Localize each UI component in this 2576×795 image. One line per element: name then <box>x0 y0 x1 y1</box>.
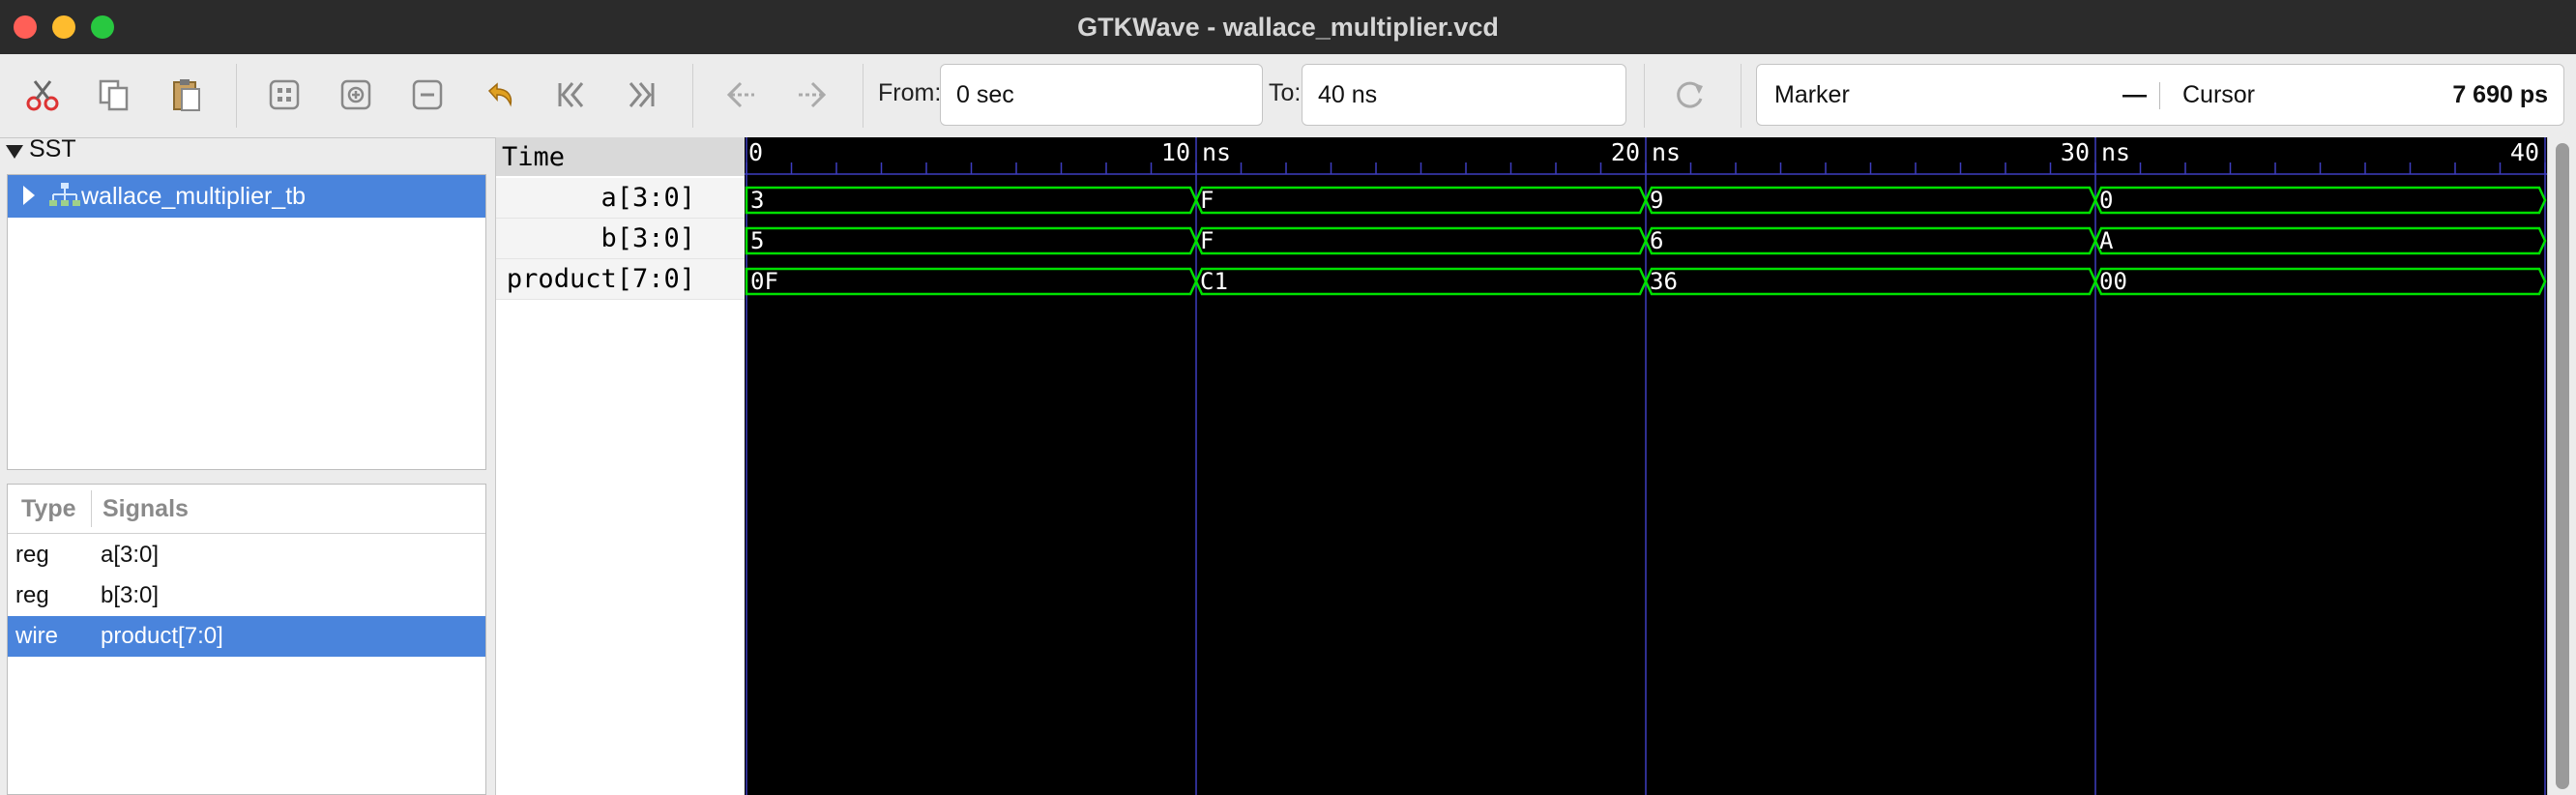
tick-label: 20 <box>1611 138 1640 166</box>
signal-type: reg <box>15 542 49 568</box>
bus-value-label: 3 <box>750 187 764 214</box>
bus-segment <box>1194 267 1648 296</box>
from-label: From: <box>878 79 942 106</box>
bus-value-label: 5 <box>750 227 764 254</box>
cursor-value: 7 690 ps <box>2452 81 2548 108</box>
marker-value: — <box>2122 81 2147 108</box>
wave-name-a[interactable]: a[3:0] <box>496 178 746 219</box>
title-bar: GTKWave - wallace_multiplier.vcd <box>0 0 2576 55</box>
marker-label: Marker <box>1774 81 1850 108</box>
bus-value-label: 00 <box>2099 268 2127 295</box>
signal-type: wire <box>15 623 59 649</box>
bus-value-label: 36 <box>1650 268 1678 295</box>
vertical-scrollbar[interactable] <box>2547 137 2576 795</box>
bus-value-label: C1 <box>1200 268 1228 295</box>
bus-value-label: F <box>1200 187 1214 214</box>
bus-segment <box>1644 226 2097 255</box>
zoom-in-icon[interactable] <box>335 74 377 116</box>
scrollbar-thumb[interactable] <box>2556 143 2569 789</box>
jump-end-icon[interactable] <box>621 74 663 116</box>
to-label: To: <box>1269 79 1302 106</box>
cursor-label: Cursor <box>2182 81 2256 108</box>
reload-icon[interactable] <box>1669 74 1712 116</box>
zoom-out-icon[interactable] <box>406 74 449 116</box>
maximize-window-button[interactable] <box>91 15 114 39</box>
paste-icon[interactable] <box>164 74 207 116</box>
signals-list: Type Signals reg a[3:0] reg b[3:0] wire … <box>7 484 486 795</box>
wave-signal-names: Time a[3:0] b[3:0] product[7:0] <box>495 137 746 795</box>
bus-segment <box>1644 267 2097 296</box>
signal-row-a[interactable]: reg a[3:0] <box>8 535 485 575</box>
bus-value-label: A <box>2099 227 2114 254</box>
module-hierarchy-icon <box>49 183 80 206</box>
tree-item-label: wallace_multiplier_tb <box>81 183 307 210</box>
waveform-svg: 010ns20ns30ns40n3F905F6A0FC13600 <box>745 137 2547 795</box>
bus-value-label: 6 <box>1650 227 1663 254</box>
bus-segment <box>1194 186 1648 215</box>
bus-value-label: 0 <box>2099 187 2113 214</box>
from-time-input[interactable] <box>940 64 1263 126</box>
bus-value-label: 9 <box>1650 187 1663 214</box>
marker-cursor-display: Marker — Cursor 7 690 ps <box>1756 64 2564 126</box>
sst-collapse-icon[interactable] <box>6 145 23 159</box>
signal-name: a[3:0] <box>101 542 160 568</box>
tree-item-wallace-multiplier-tb[interactable]: wallace_multiplier_tb <box>8 175 485 218</box>
expand-arrow-icon[interactable] <box>23 186 35 205</box>
bus-segment <box>1644 186 2097 215</box>
cut-icon[interactable] <box>21 74 64 116</box>
to-time-input[interactable] <box>1302 64 1626 126</box>
signal-name: product[7:0] <box>101 623 223 649</box>
signals-column-header[interactable]: Signals <box>102 495 189 522</box>
tick-label: 40 <box>2510 138 2539 166</box>
signal-row-b[interactable]: reg b[3:0] <box>8 575 485 616</box>
bus-segment <box>745 267 1198 296</box>
bus-segment <box>2093 226 2547 255</box>
bus-segment <box>1194 226 1648 255</box>
wave-name-b[interactable]: b[3:0] <box>496 219 746 259</box>
bus-segment <box>2093 267 2547 296</box>
signal-type: reg <box>15 582 49 608</box>
waveform-view[interactable]: 010ns20ns30ns40n3F905F6A0FC13600 <box>745 137 2547 795</box>
signal-row-product[interactable]: wire product[7:0] <box>8 616 485 657</box>
tick-label: 30 <box>2061 138 2090 166</box>
close-window-button[interactable] <box>14 15 37 39</box>
tick-label: 10 <box>1161 138 1190 166</box>
time-header: Time <box>496 137 746 176</box>
bus-value-label: F <box>1200 227 1214 254</box>
prev-edge-icon[interactable] <box>719 74 762 116</box>
undo-icon[interactable] <box>478 74 520 116</box>
tick-unit-label: ns <box>1202 138 1231 166</box>
signals-list-header: Type Signals <box>8 485 485 534</box>
bus-value-label: 0F <box>750 268 778 295</box>
zoom-fit-icon[interactable] <box>263 74 306 116</box>
bus-segment <box>745 186 1198 215</box>
minimize-window-button[interactable] <box>52 15 75 39</box>
copy-icon[interactable] <box>93 74 135 116</box>
jump-start-icon[interactable] <box>549 74 592 116</box>
tick-label: 0 <box>748 138 763 166</box>
bus-segment <box>745 226 1198 255</box>
window-title: GTKWave - wallace_multiplier.vcd <box>1077 13 1499 42</box>
tick-unit-label: ns <box>2101 138 2130 166</box>
toolbar: From: To: Marker — Cursor 7 690 ps <box>0 54 2576 138</box>
sst-tree: wallace_multiplier_tb <box>7 174 486 470</box>
wave-name-product[interactable]: product[7:0] <box>496 259 746 300</box>
type-column-header[interactable]: Type <box>21 495 76 522</box>
next-edge-icon[interactable] <box>791 74 834 116</box>
tick-unit-label: ns <box>1652 138 1681 166</box>
signal-name: b[3:0] <box>101 582 160 608</box>
sst-header: SST <box>29 135 76 162</box>
bus-segment <box>2093 186 2547 215</box>
marker-divider <box>2159 82 2160 109</box>
